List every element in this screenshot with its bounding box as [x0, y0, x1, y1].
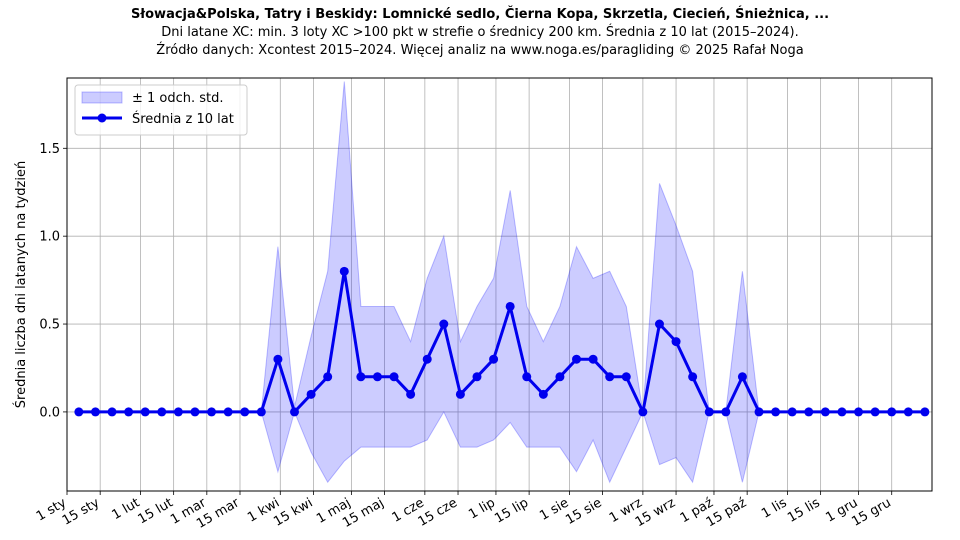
mean-point — [223, 407, 233, 417]
mean-point — [538, 389, 548, 399]
mean-point — [306, 389, 316, 399]
mean-point — [290, 407, 300, 417]
chart-title-block: Słowacja&Polska, Tatry i Beskidy: Lomnic… — [0, 6, 960, 60]
y-tick-label: 1.0 — [39, 230, 60, 245]
x-tick-label: 15 lut — [136, 495, 176, 527]
mean-point — [207, 407, 217, 417]
mean-point — [654, 319, 664, 329]
mean-point — [489, 354, 499, 364]
chart-title: Słowacja&Polska, Tatry i Beskidy: Lomnic… — [130, 7, 830, 22]
mean-point — [389, 372, 399, 382]
mean-point — [621, 372, 631, 382]
mean-point — [870, 407, 880, 417]
mean-point — [505, 301, 515, 311]
mean-point — [572, 354, 582, 364]
y-tick-label: 0.5 — [39, 318, 60, 333]
mean-point — [787, 407, 797, 417]
band-layer — [78, 81, 925, 484]
mean-point — [737, 372, 747, 382]
y-tick-label: 0.0 — [39, 405, 60, 420]
x-tick-label: 1 lis — [759, 495, 790, 521]
mean-point — [439, 319, 449, 329]
legend: ± 1 odch. std. Średnia z 10 lat — [74, 84, 248, 136]
mean-point — [74, 407, 84, 417]
mean-point — [455, 389, 465, 399]
mean-point — [522, 372, 532, 382]
legend-line-marker — [97, 113, 107, 123]
chart-subtitle-line-2: Źródło danych: Xcontest 2015–2024. Więce… — [156, 43, 804, 58]
mean-point — [140, 407, 150, 417]
mean-point — [339, 266, 349, 276]
mean-point — [472, 372, 482, 382]
mean-point — [903, 407, 913, 417]
mean-point — [638, 407, 648, 417]
line-layer — [74, 266, 930, 417]
mean-point — [854, 407, 864, 417]
mean-point — [190, 407, 200, 417]
mean-point — [671, 337, 681, 347]
mean-point — [804, 407, 814, 417]
x-tick-label: 1 lip — [466, 495, 498, 522]
y-tick-label: 1.5 — [39, 142, 60, 157]
mean-point — [124, 407, 134, 417]
axes-frame — [66, 77, 933, 492]
y-tick-layer: 0.0 0.5 1.0 1.5 — [39, 142, 67, 420]
legend-band-swatch — [81, 91, 123, 104]
x-tick-label: 15 sty — [60, 495, 103, 528]
x-tick-label: 15 sie — [563, 495, 604, 528]
mean-point — [323, 372, 333, 382]
mean-point — [771, 407, 781, 417]
mean-point — [887, 407, 897, 417]
mean-point — [256, 407, 266, 417]
mean-point — [588, 354, 598, 364]
mean-point — [240, 407, 250, 417]
mean-point — [356, 372, 366, 382]
mean-point — [605, 372, 615, 382]
mean-point — [820, 407, 830, 417]
y-axis-label: Średnia liczba dni latanych na tydzień — [13, 161, 29, 408]
chart-subtitle-line-1: Dni latane XC: min. 3 loty XC >100 pkt w… — [161, 25, 799, 40]
std-band — [78, 81, 925, 484]
mean-point — [721, 407, 731, 417]
mean-point — [157, 407, 167, 417]
mean-line — [78, 269, 925, 414]
legend-band-label: ± 1 odch. std. — [132, 91, 224, 106]
x-tick-label: 15 gru — [849, 495, 893, 529]
mean-point — [406, 389, 416, 399]
x-tick-label: 15 kwi — [271, 495, 315, 529]
mean-point — [273, 354, 283, 364]
x-tick-label: 15 lis — [785, 495, 823, 525]
legend-box — [74, 84, 248, 136]
mean-point — [704, 407, 714, 417]
mean-point — [107, 407, 117, 417]
legend-line-label: Średnia z 10 lat — [132, 111, 234, 127]
mean-point — [754, 407, 764, 417]
mean-point — [837, 407, 847, 417]
mean-point — [555, 372, 565, 382]
mean-point — [372, 372, 382, 382]
x-tick-label: 15 lip — [492, 495, 531, 526]
mean-point — [920, 407, 930, 417]
mean-point — [173, 407, 183, 417]
mean-point — [688, 372, 698, 382]
mean-point — [90, 407, 100, 417]
mean-point — [422, 354, 432, 364]
